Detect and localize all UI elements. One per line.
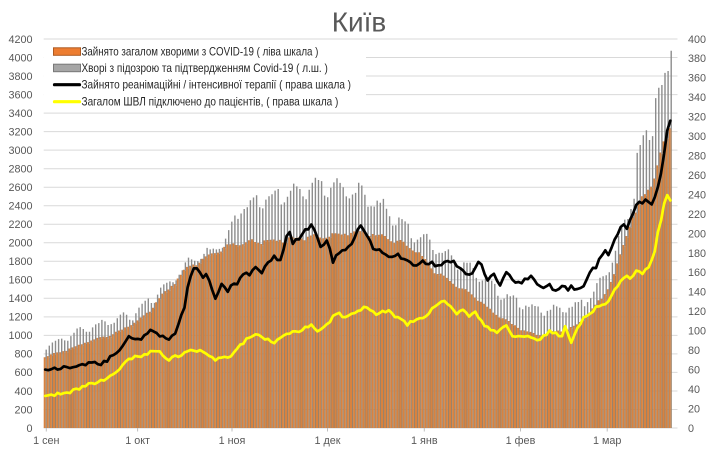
svg-text:1000: 1000: [8, 330, 32, 342]
svg-text:1 дек: 1 дек: [314, 435, 340, 447]
svg-text:Київ: Київ: [332, 7, 387, 38]
svg-text:1 фев: 1 фев: [506, 435, 536, 447]
svg-text:Хворі з підозрою та підтвердже: Хворі з підозрою та підтвердженням Covid…: [82, 61, 328, 75]
svg-text:260: 260: [688, 170, 706, 182]
svg-text:200: 200: [14, 404, 32, 416]
svg-text:2400: 2400: [8, 201, 32, 213]
svg-text:1800: 1800: [8, 256, 32, 268]
svg-text:4000: 4000: [8, 52, 32, 64]
svg-text:380: 380: [688, 53, 706, 65]
svg-text:300: 300: [688, 131, 706, 143]
svg-text:2200: 2200: [8, 219, 32, 231]
svg-text:400: 400: [14, 386, 32, 398]
svg-text:100: 100: [688, 326, 706, 338]
svg-text:1200: 1200: [8, 312, 32, 324]
svg-text:400: 400: [688, 34, 706, 46]
svg-text:1 сен: 1 сен: [33, 435, 59, 447]
svg-text:160: 160: [688, 267, 706, 279]
svg-text:4200: 4200: [8, 34, 32, 46]
svg-text:280: 280: [688, 151, 706, 163]
svg-text:3000: 3000: [8, 145, 32, 157]
svg-text:Загалом ШВЛ підключено до пац: Загалом ШВЛ підключено до пацієнтів, ( п…: [82, 95, 339, 109]
svg-text:3600: 3600: [8, 89, 32, 101]
svg-text:1600: 1600: [8, 275, 32, 287]
svg-text:3400: 3400: [8, 108, 32, 120]
svg-text:800: 800: [14, 349, 32, 361]
svg-text:2000: 2000: [8, 238, 32, 250]
svg-text:1 янв: 1 янв: [411, 435, 438, 447]
svg-text:60: 60: [688, 364, 700, 376]
svg-text:0: 0: [26, 423, 32, 435]
svg-text:320: 320: [688, 112, 706, 124]
svg-text:1400: 1400: [8, 293, 32, 305]
svg-text:1 окт: 1 окт: [125, 435, 150, 447]
svg-text:3800: 3800: [8, 71, 32, 83]
svg-text:180: 180: [688, 248, 706, 260]
svg-text:40: 40: [688, 384, 700, 396]
svg-text:Зайнято загалом хворими з COVI: Зайнято загалом хворими з COVID-19 ( лів…: [82, 45, 319, 59]
svg-text:220: 220: [688, 209, 706, 221]
svg-text:3200: 3200: [8, 126, 32, 138]
svg-text:140: 140: [688, 287, 706, 299]
svg-text:20: 20: [688, 403, 700, 415]
svg-text:0: 0: [688, 423, 694, 435]
svg-text:2600: 2600: [8, 182, 32, 194]
svg-text:80: 80: [688, 345, 700, 357]
svg-text:360: 360: [688, 73, 706, 85]
svg-text:2800: 2800: [8, 164, 32, 176]
svg-text:Зайнято реанімаційні / інтенси: Зайнято реанімаційні / інтенсивної терап…: [82, 78, 352, 92]
svg-text:240: 240: [688, 189, 706, 201]
svg-text:1 мар: 1 мар: [593, 435, 621, 447]
svg-text:120: 120: [688, 306, 706, 318]
svg-text:340: 340: [688, 92, 706, 104]
svg-text:600: 600: [14, 367, 32, 379]
svg-text:1 ноя: 1 ноя: [219, 435, 246, 447]
svg-text:200: 200: [688, 228, 706, 240]
